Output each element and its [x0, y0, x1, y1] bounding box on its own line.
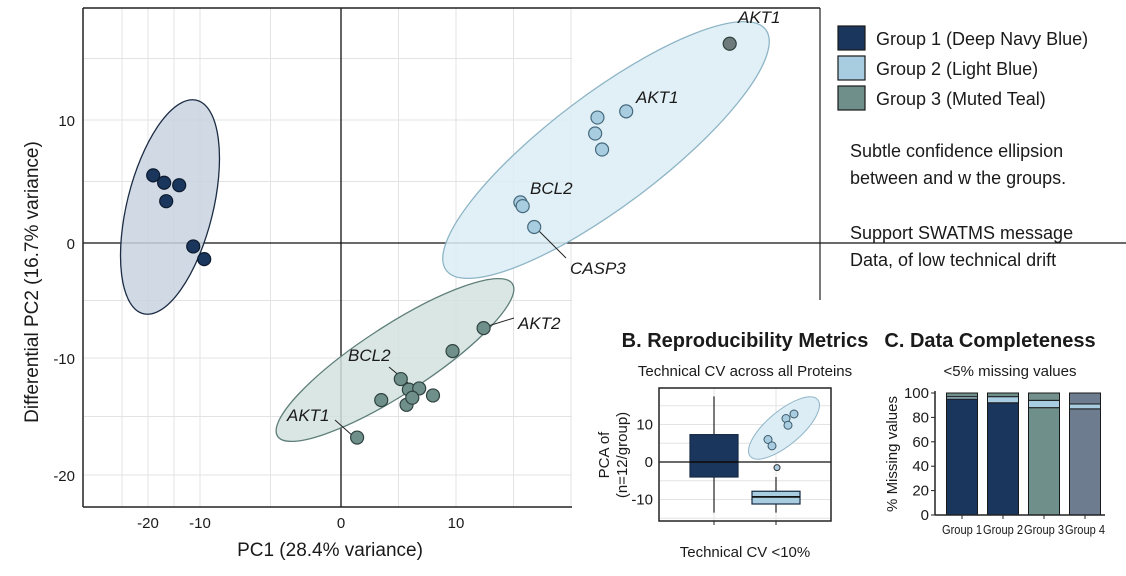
- data-point-group2: [619, 104, 634, 119]
- data-point-group1: [186, 239, 201, 254]
- label-leader-line: [487, 317, 515, 327]
- bar-segment: [987, 402, 1019, 516]
- legend: Group 1 (Deep Navy Blue) Group 2 (Light B…: [837, 25, 1088, 111]
- panel-c-title: C. Data Completeness: [884, 330, 1095, 352]
- y-axis-label: PCA of: [596, 431, 613, 479]
- data-point-group1: [146, 168, 161, 183]
- x-tick-label: Group 4: [1065, 522, 1105, 537]
- data-point-group3: [425, 388, 441, 403]
- data-point-group3: [445, 344, 460, 359]
- legend-label: Group 2 (Light Blue): [876, 59, 1038, 79]
- y-tick-label: 10: [636, 417, 653, 434]
- plot-frame: [658, 387, 832, 522]
- point-label: AKT1: [286, 406, 330, 425]
- data-point-group3: [412, 381, 427, 396]
- bar-segment: [1028, 399, 1060, 409]
- label-leader-line: [537, 229, 567, 259]
- panel-c-subtitle: <5% missing values: [944, 363, 1077, 380]
- point-label: CASP3: [570, 259, 626, 278]
- pca-y-axis-label: Differential PC2 (16.7% variance): [22, 141, 43, 423]
- data-point-group3: [393, 371, 408, 387]
- box-outlier: [773, 464, 781, 472]
- legend-label: Group 3 (Muted Teal): [876, 89, 1046, 109]
- cluster-point: [763, 435, 773, 444]
- data-point-group2: [515, 199, 530, 214]
- y-tick-label: 80: [912, 409, 929, 426]
- y-tick-label: -10: [53, 351, 75, 368]
- x-tick-label: Group 1: [942, 522, 982, 537]
- y-tick-label: 40: [912, 458, 929, 475]
- y-tick-label: 0: [921, 507, 929, 524]
- data-point-highlight: [722, 36, 737, 51]
- legend-swatch: [837, 55, 866, 81]
- notes: Subtle confidence ellipsion between and w…: [850, 141, 1073, 270]
- y-tick-label: 60: [912, 434, 929, 451]
- bar-segment: [1069, 392, 1101, 405]
- point-label: AKT1: [635, 88, 679, 107]
- point-label: AKT2: [517, 314, 561, 333]
- data-point-group1: [159, 194, 174, 209]
- x-tick-label: Group 3: [1024, 522, 1064, 537]
- cluster-point: [789, 409, 799, 419]
- note-text: Data, of low technical drift: [850, 250, 1056, 270]
- cluster-point: [767, 441, 777, 451]
- data-point-group2: [527, 219, 542, 235]
- y-tick-label: -10: [631, 492, 653, 509]
- panel-b-subtitle: Technical CV across all Proteins: [638, 363, 852, 380]
- legend-label: Group 1 (Deep Navy Blue): [876, 29, 1088, 49]
- data-point-group2: [590, 110, 605, 125]
- x-tick-label: Group 2: [983, 522, 1023, 537]
- bar-segment: [1028, 407, 1060, 516]
- data-point-group2: [594, 142, 610, 157]
- pca-x-axis-label: PC1 (28.4% variance): [237, 540, 423, 561]
- bar-segment: [1028, 392, 1060, 401]
- y-tick-label: -20: [53, 468, 75, 485]
- note-text: Support SWATMS message: [850, 223, 1073, 243]
- note-text: Subtle confidence ellipsion: [850, 141, 1063, 161]
- data-point-group2: [588, 126, 603, 141]
- legend-swatch: [837, 85, 866, 111]
- y-tick-label: 0: [645, 454, 653, 471]
- box-panel: 10 0 -10 PCA of (n=12/group): [596, 387, 832, 525]
- data-point-group3: [405, 390, 420, 405]
- legend-swatch: [837, 25, 866, 51]
- data-point-group3: [350, 430, 365, 445]
- bar-segment: [987, 392, 1019, 398]
- panel-c-y-label: % Missing values: [884, 396, 901, 512]
- data-point-group1: [197, 252, 212, 267]
- bar-segment: [946, 398, 978, 516]
- panel-b-title: B. Reproducibility Metrics: [622, 330, 869, 352]
- point-label: BCL2: [530, 179, 573, 198]
- bar-segment: [987, 396, 1019, 404]
- x-tick-label: 10: [448, 515, 465, 532]
- data-point-group1: [172, 178, 187, 193]
- box-group1: [689, 434, 739, 478]
- x-tick-label: -10: [189, 515, 211, 532]
- panel-b-x-label: Technical CV <10%: [680, 544, 811, 561]
- data-point-group1: [157, 175, 172, 190]
- label-leader-line: [334, 419, 355, 438]
- x-tick-label: 0: [337, 515, 345, 532]
- y-tick-label: 10: [58, 113, 75, 130]
- bar-segment: [946, 392, 978, 398]
- pca-panel: -20 -10 0 10100-10-20AKT1AKT1BCL2CASP3AKT2B…: [53, 7, 1126, 532]
- data-point-group3: [476, 321, 491, 336]
- y-axis-label: (n=12/group): [614, 412, 631, 498]
- y-tick-label: 0: [67, 236, 75, 253]
- bar-segment: [1069, 408, 1101, 516]
- cluster-point: [783, 420, 793, 430]
- point-label: AKT1: [737, 8, 781, 27]
- y-tick-label: 100: [904, 385, 929, 402]
- bar-panel: Group 1 Group 2 Group 3 Group 4 0 20 40 60 80 100: [904, 385, 1105, 537]
- data-point-group3: [374, 393, 389, 408]
- point-label: BCL2: [348, 346, 391, 365]
- bar-segment: [1069, 403, 1101, 410]
- note-text: between and w the groups.: [850, 168, 1066, 188]
- y-tick-label: 20: [912, 483, 929, 500]
- x-tick-label: -20: [137, 515, 159, 532]
